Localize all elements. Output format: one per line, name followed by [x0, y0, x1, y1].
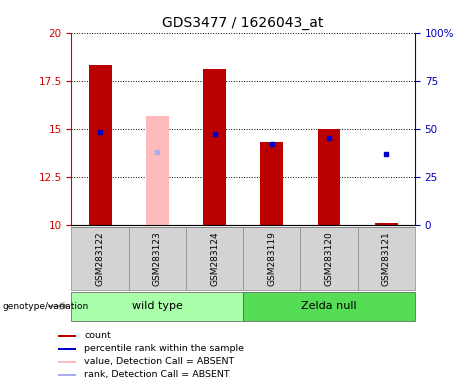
Bar — [203, 69, 226, 225]
Text: count: count — [84, 331, 111, 340]
Text: GSM283121: GSM283121 — [382, 231, 391, 286]
Text: GSM283122: GSM283122 — [95, 231, 105, 286]
Text: GSM283119: GSM283119 — [267, 231, 276, 286]
Bar — [375, 223, 398, 225]
Text: Zelda null: Zelda null — [301, 301, 357, 311]
Bar — [58, 361, 76, 363]
Bar — [58, 348, 76, 350]
Text: GSM283123: GSM283123 — [153, 231, 162, 286]
Text: value, Detection Call = ABSENT: value, Detection Call = ABSENT — [84, 357, 234, 366]
Bar — [146, 116, 169, 225]
Text: GSM283120: GSM283120 — [325, 231, 334, 286]
Bar — [71, 292, 243, 321]
Text: wild type: wild type — [132, 301, 183, 311]
Bar — [318, 129, 341, 225]
Text: genotype/variation: genotype/variation — [2, 302, 89, 311]
Text: GSM283124: GSM283124 — [210, 231, 219, 286]
Bar — [358, 227, 415, 290]
Bar — [186, 227, 243, 290]
Text: percentile rank within the sample: percentile rank within the sample — [84, 344, 244, 353]
Title: GDS3477 / 1626043_at: GDS3477 / 1626043_at — [162, 16, 324, 30]
Bar — [243, 227, 301, 290]
Bar — [58, 335, 76, 337]
Text: rank, Detection Call = ABSENT: rank, Detection Call = ABSENT — [84, 370, 230, 379]
Bar — [71, 227, 129, 290]
Bar — [58, 374, 76, 376]
Bar — [260, 142, 283, 225]
Bar — [243, 292, 415, 321]
Bar — [129, 227, 186, 290]
Bar — [89, 65, 112, 225]
Bar — [301, 227, 358, 290]
